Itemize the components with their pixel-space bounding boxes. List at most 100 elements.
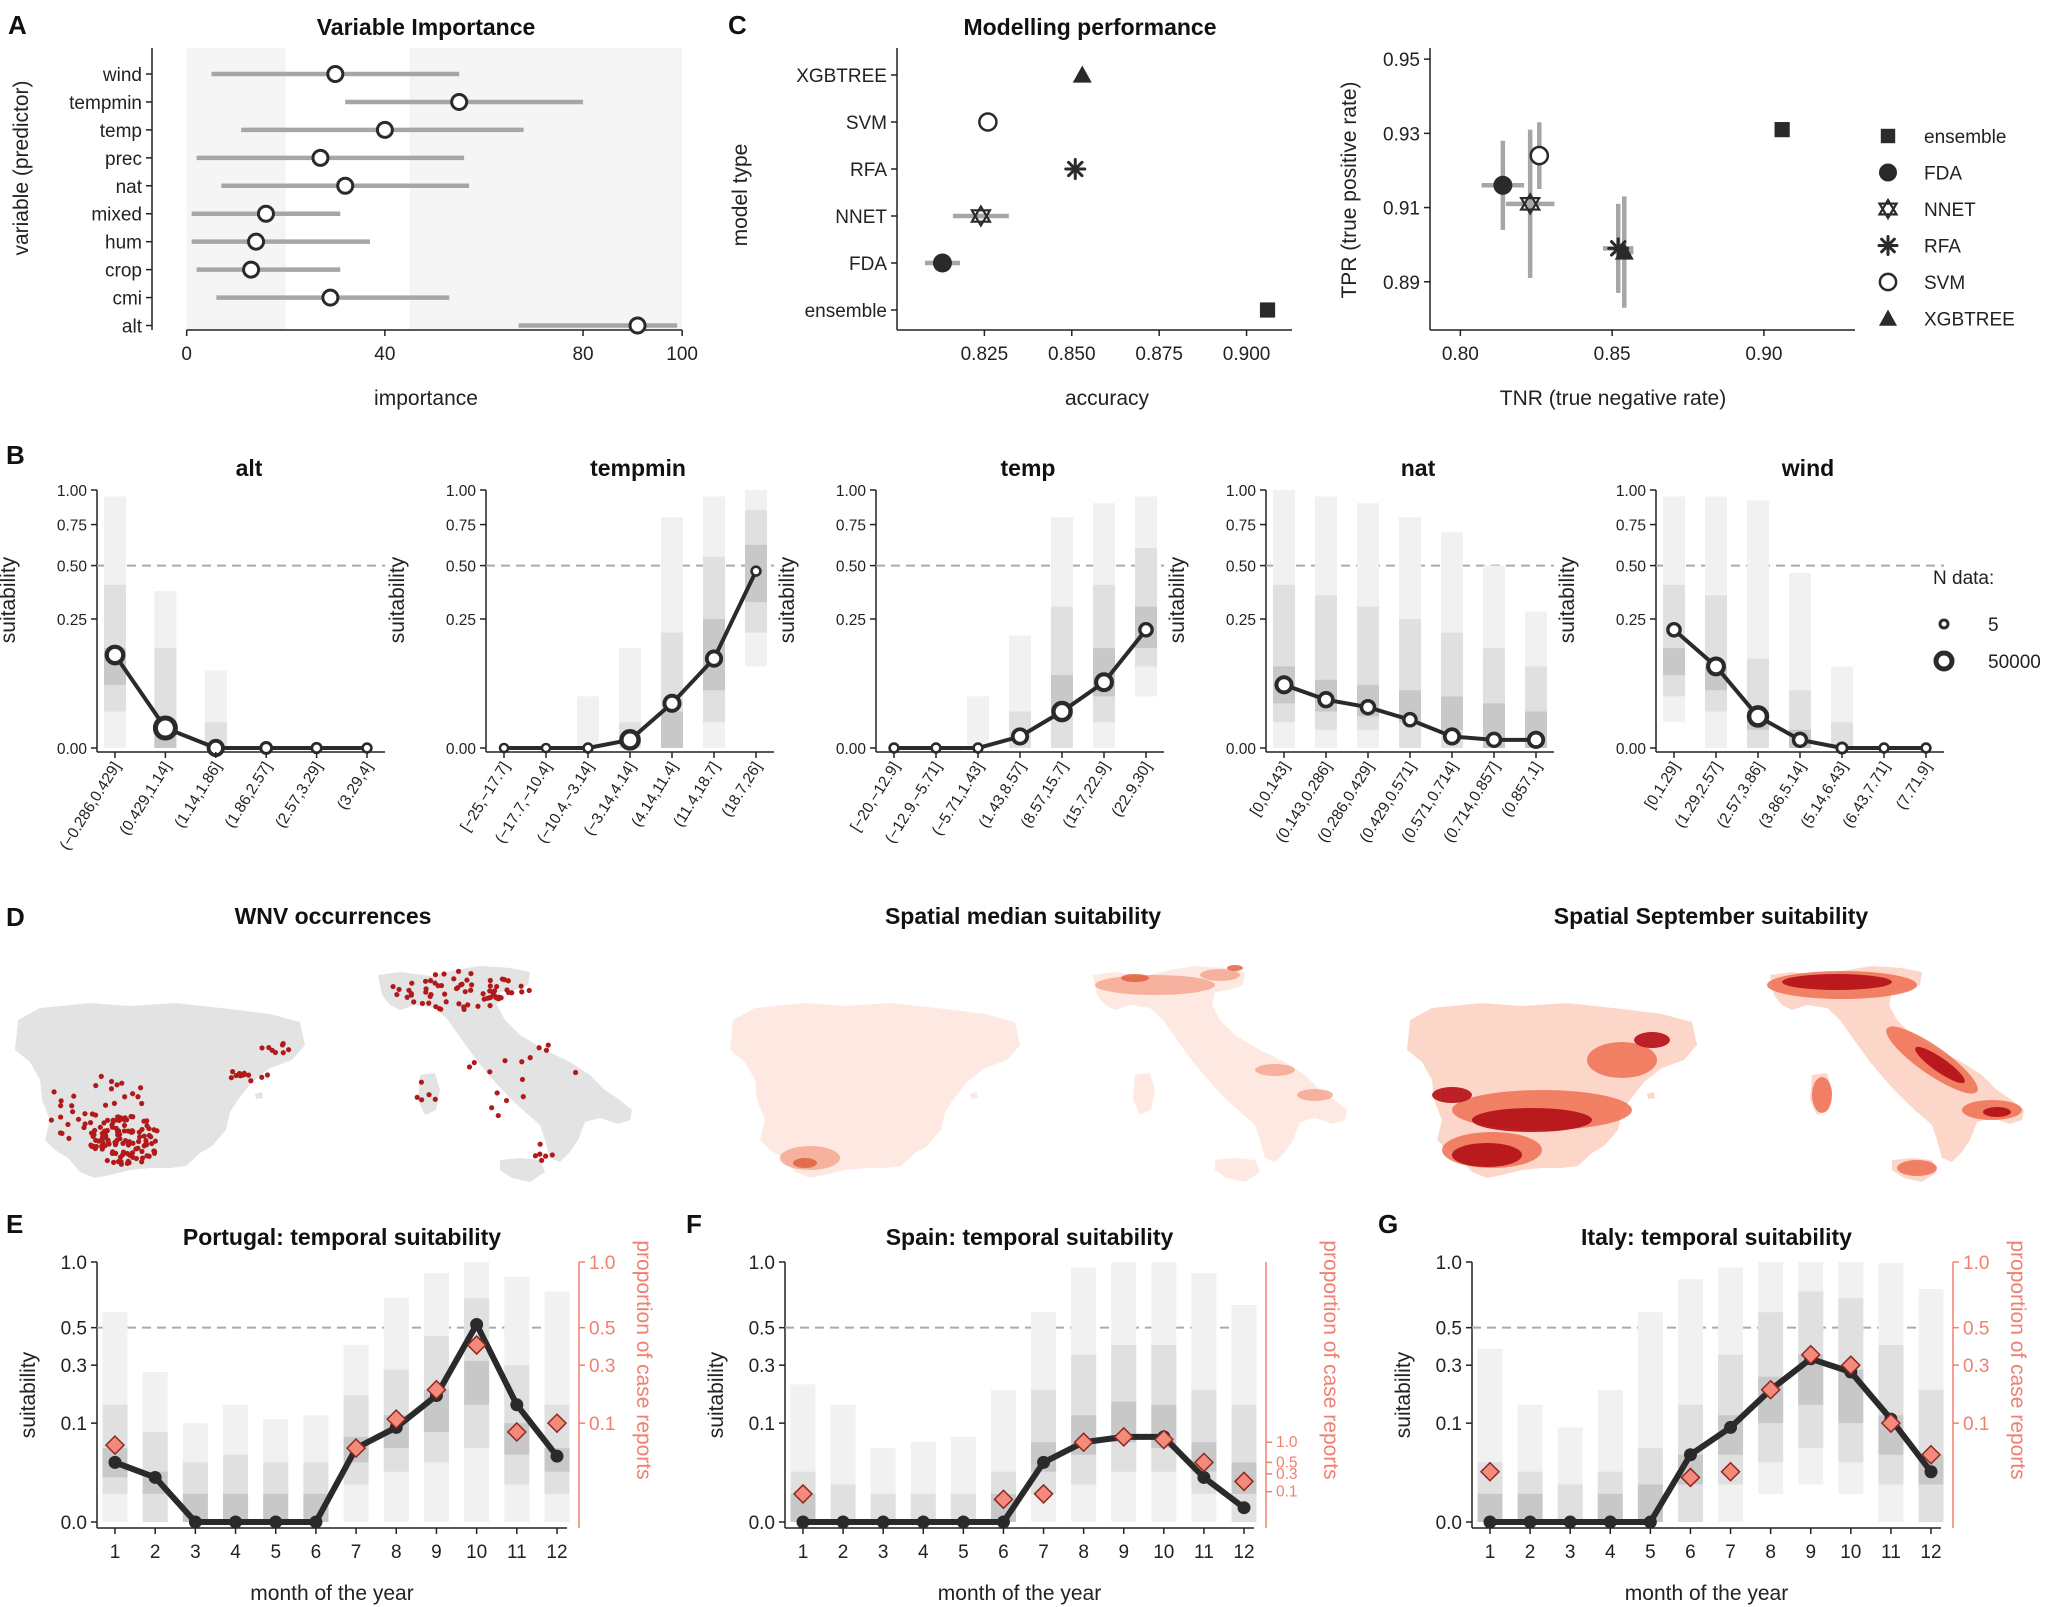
occurrence-dot <box>465 1002 471 1008</box>
right-tick-label: 0.1 <box>589 1414 615 1435</box>
right-axis-label: proportion of case reports <box>1319 1240 1342 1479</box>
month-label: 2 <box>1525 1542 1536 1563</box>
occurrence-dot <box>102 1102 109 1108</box>
y-tick-label: 0.25 <box>1616 612 1646 629</box>
category-label: (7.71,9] <box>1893 759 1935 813</box>
y-tick-label: 1.00 <box>1616 483 1647 500</box>
y-tick-label: 0.1 <box>749 1414 775 1435</box>
occurrence-dot <box>137 1134 143 1140</box>
occurrence-dot <box>543 1047 550 1053</box>
median-point <box>836 1515 850 1529</box>
quantile-bar-segment <box>1663 648 1685 676</box>
case-report-diamond <box>1033 1483 1054 1504</box>
x-tick-label: 40 <box>374 344 395 365</box>
occurrence-dot <box>114 1082 120 1088</box>
variable-label: prec <box>105 149 142 170</box>
median-point <box>1563 1515 1577 1529</box>
occurrence-dot <box>396 986 402 993</box>
response-plot-ylabel: suitability <box>1556 556 1579 643</box>
right-axis-label: proportion of case reports <box>2006 1240 2029 1479</box>
right-tick-label: 0.1 <box>1963 1414 1989 1435</box>
quantile-bar-segment <box>1705 595 1727 712</box>
y-tick-label: 0.3 <box>749 1356 775 1377</box>
median-point <box>1051 700 1073 723</box>
importance-point <box>326 65 345 83</box>
y-tick-label: 0.93 <box>1383 124 1420 145</box>
month-label: 10 <box>1840 1542 1861 1563</box>
median-point <box>188 1515 202 1529</box>
case-report-diamond <box>1073 1432 1094 1453</box>
occurrence-dot <box>125 1158 131 1164</box>
median-line <box>113 1321 560 1525</box>
legend-label: SVM <box>1924 273 1965 294</box>
month-label: 1 <box>798 1542 809 1563</box>
case-report-diamond <box>466 1334 487 1356</box>
occurrence-dot <box>489 1105 495 1111</box>
occurrence-dot <box>97 1124 103 1130</box>
occurrence-dot <box>93 1137 99 1143</box>
occurrence-dot <box>532 1153 539 1159</box>
category-label: (3.29,4] <box>334 759 376 813</box>
rate-point-ensemble <box>1774 122 1790 138</box>
rate-point-xgbtree <box>1614 242 1634 260</box>
median-point <box>996 1515 1010 1529</box>
occurrence-dot <box>248 1078 254 1084</box>
quantile-bar-segment <box>1663 584 1685 697</box>
temporal-plot-ylabel: suitability <box>17 1351 40 1438</box>
occurrence-dot <box>102 1134 109 1141</box>
occurrence-dot <box>115 1114 121 1120</box>
y-tick-label: 0.0 <box>749 1513 775 1534</box>
importance-point <box>311 148 330 167</box>
quantile-bar-segment <box>1747 658 1769 748</box>
median-point <box>1666 621 1682 638</box>
occurrence-dot <box>519 1076 526 1083</box>
category-label: (1.86,2.57] <box>222 759 276 831</box>
occurrence-dot <box>119 1080 125 1086</box>
median-point <box>1274 675 1294 695</box>
case-report-diamond <box>104 1435 126 1456</box>
temporal-plot-xlabel: month of the year <box>938 1582 1101 1605</box>
occurrence-dot <box>484 995 490 1001</box>
temporal-plot-xlabel: month of the year <box>250 1582 413 1605</box>
accuracy-point-svm <box>978 112 998 132</box>
occurrence-dot <box>58 1103 64 1109</box>
median-point <box>152 715 178 741</box>
variable-label: hum <box>105 233 142 254</box>
median-point <box>1138 621 1154 638</box>
y-tick-label: 0.00 <box>1616 741 1647 758</box>
median-point <box>1791 731 1809 749</box>
median-point <box>916 1515 930 1529</box>
occurrence-dot <box>130 1140 136 1146</box>
median-point <box>930 742 942 754</box>
case-report-diamond <box>1760 1379 1781 1400</box>
month-label: 8 <box>1078 1542 1089 1563</box>
occurrence-dot <box>443 999 449 1005</box>
occurrence-dot <box>536 1045 542 1051</box>
temporal-plot-e: Portugal: temporal suitability suitabilit… <box>17 1224 655 1605</box>
occurrence-dot <box>129 1150 136 1156</box>
occurrence-dot <box>139 1126 145 1133</box>
occurrence-dot <box>121 1128 128 1134</box>
occurrence-dot <box>104 1128 110 1134</box>
occurrence-dot <box>519 1059 525 1065</box>
response-plot-ylabel: suitability <box>0 556 20 643</box>
category-label: (1.14,1.86] <box>172 759 226 831</box>
quantile-bar-segment <box>1831 722 1853 748</box>
category-label: (0.429,1.14] <box>117 759 175 838</box>
category-label: (0.857,1] <box>1499 759 1546 820</box>
variable-label: nat <box>116 177 143 198</box>
occurrence-dot <box>110 1117 116 1123</box>
median-point <box>1010 727 1030 746</box>
occurrence-dot <box>133 1155 140 1162</box>
occurrence-dot <box>92 1127 98 1134</box>
importance-band <box>186 48 286 330</box>
model-legend: ensemble FDA NNET RFA SVM XGBTREE <box>1877 127 2015 331</box>
y-tick-label: 0.0 <box>61 1513 87 1534</box>
case-report-diamond <box>1113 1426 1134 1447</box>
accuracy-point-nnet <box>969 204 992 228</box>
occurrence-dot <box>539 1157 545 1163</box>
variable-label: mixed <box>91 205 142 226</box>
occurrence-dot <box>441 971 447 977</box>
x-tick-label: 0.80 <box>1442 344 1479 365</box>
median-point <box>229 1515 243 1529</box>
